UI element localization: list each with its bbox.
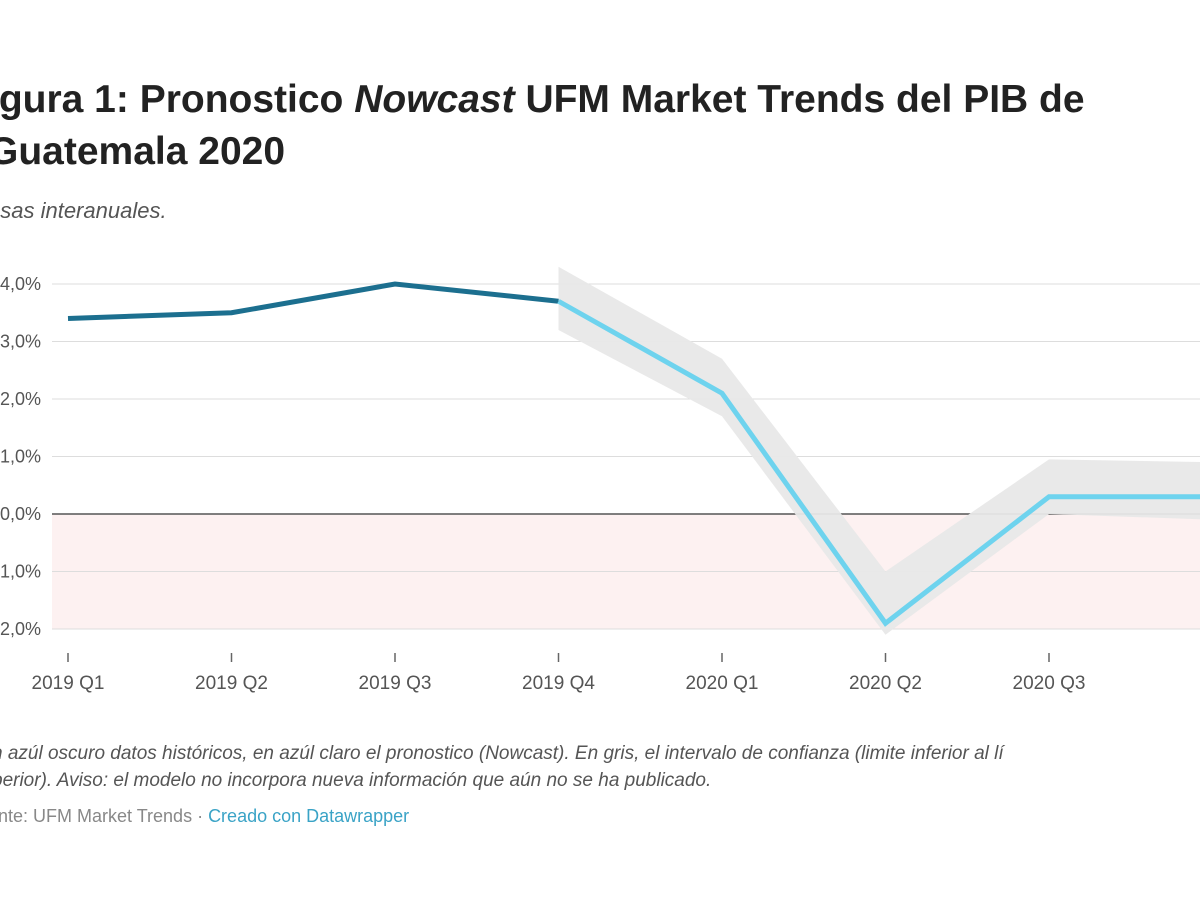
- y-tick-label: 0,0%: [0, 504, 41, 524]
- x-tick-label: 2020 Q1: [686, 673, 759, 694]
- y-tick-label: 2,0%: [0, 389, 41, 409]
- y-tick-label: 1,0%: [0, 562, 41, 582]
- line-chart: 4,0%3,0%2,0%1,0%0,0%1,0%2,0% 2019 Q1 2019…: [0, 266, 1200, 694]
- title-line1: igura 1: Pronostico Nowcast UFM Market T…: [0, 78, 1085, 121]
- y-tick-label: 4,0%: [0, 274, 41, 294]
- y-tick-label: 2,0%: [0, 619, 41, 639]
- x-tick-label: 2019 Q2: [195, 673, 268, 694]
- y-tick-label: 1,0%: [0, 447, 41, 467]
- confidence-band-area: [558, 266, 1200, 635]
- note-line-1: n azúl oscuro datos históricos, en azúl …: [0, 743, 1004, 764]
- x-tick-label: 2020 Q3: [1013, 673, 1086, 694]
- datawrapper-link[interactable]: Creado con Datawrapper: [208, 806, 410, 826]
- chart-title: igura 1: Pronostico Nowcast UFM Market T…: [0, 74, 1200, 178]
- series-lines: [67, 281, 1200, 627]
- x-axis: 2019 Q1 2019 Q2 2019 Q3 2019 Q4 2020 Q1 2020 …: [32, 653, 1086, 694]
- x-tick-label: 2019 Q4: [522, 673, 595, 694]
- source-text: ente: UFM Market Trends ·: [0, 806, 209, 826]
- note-line-2: perior). Aviso: el modelo no incorpora n…: [0, 770, 712, 791]
- chart-note: n azúl oscuro datos históricos, en azúl …: [0, 740, 1200, 794]
- chart-subtitle: asas interanuales.: [0, 198, 167, 223]
- x-tick-label: 2019 Q3: [359, 673, 432, 694]
- historical-line: [67, 281, 559, 321]
- confidence-band: [558, 266, 1200, 635]
- title-line2: Guatemala 2020: [0, 130, 286, 173]
- y-axis-labels: 4,0% 3,0% 2,0% 1,0% 0,0% 1,0% 2,0%: [0, 274, 41, 639]
- x-tick-label: 2019 Q1: [32, 673, 105, 694]
- y-tick-label: 3,0%: [0, 332, 41, 352]
- x-tick-label: 2020 Q2: [849, 673, 922, 694]
- forecast-line: [557, 299, 1200, 627]
- source-line: ente: UFM Market Trends · Creado con Dat…: [0, 806, 409, 827]
